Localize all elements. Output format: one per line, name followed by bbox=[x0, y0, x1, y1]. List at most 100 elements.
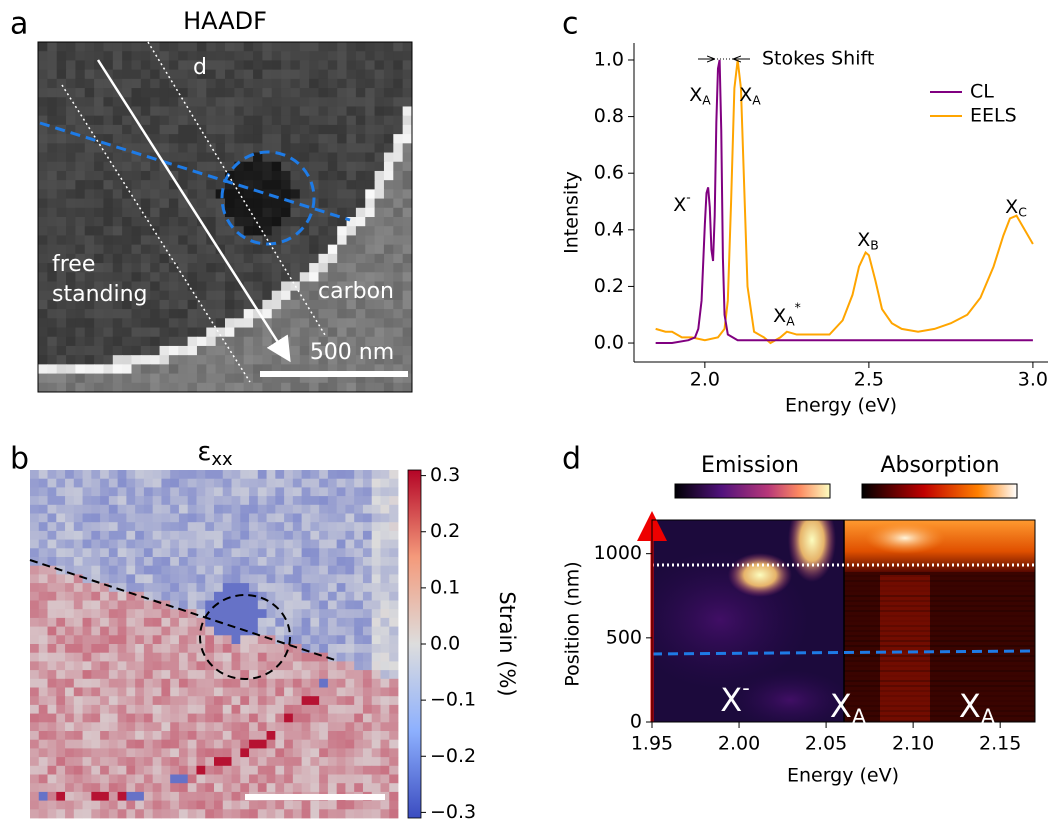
image-pixel bbox=[327, 382, 338, 392]
strain-pixel bbox=[126, 713, 136, 723]
strain-pixel bbox=[100, 800, 110, 810]
strain-pixel bbox=[240, 600, 250, 610]
image-pixel bbox=[290, 299, 301, 310]
strain-pixel bbox=[82, 791, 92, 801]
strain-pixel bbox=[196, 565, 206, 575]
image-pixel bbox=[290, 78, 301, 89]
image-pixel bbox=[393, 355, 404, 365]
image-pixel bbox=[122, 244, 132, 255]
strain-pixel bbox=[117, 678, 127, 688]
strain-pixel bbox=[135, 713, 145, 723]
image-pixel bbox=[234, 207, 245, 218]
strain-pixel bbox=[73, 748, 83, 758]
emission-peak bbox=[788, 520, 836, 582]
strain-pixel bbox=[301, 574, 311, 584]
image-pixel bbox=[225, 299, 235, 310]
strain-pixel bbox=[38, 713, 48, 723]
image-pixel bbox=[346, 299, 357, 310]
strain-pixel bbox=[284, 487, 294, 497]
strain-pixel bbox=[135, 687, 145, 697]
strain-pixel bbox=[30, 470, 40, 480]
image-pixel bbox=[290, 364, 301, 375]
strain-pixel bbox=[135, 539, 145, 549]
image-pixel bbox=[38, 180, 48, 190]
image-pixel bbox=[84, 336, 95, 347]
image-pixel bbox=[290, 170, 301, 181]
strain-pixel bbox=[196, 617, 206, 627]
strain-pixel bbox=[310, 600, 320, 610]
image-pixel bbox=[290, 244, 301, 255]
image-pixel bbox=[187, 78, 198, 89]
strain-pixel bbox=[310, 739, 320, 749]
image-pixel bbox=[103, 97, 114, 107]
strain-pixel bbox=[249, 704, 259, 714]
image-pixel bbox=[94, 355, 104, 365]
strain-pixel bbox=[214, 757, 224, 767]
image-pixel bbox=[365, 78, 376, 89]
strain-pixel bbox=[327, 522, 338, 532]
strain-pixel bbox=[336, 757, 346, 767]
image-pixel bbox=[290, 134, 301, 144]
strain-pixel bbox=[161, 800, 171, 810]
image-pixel bbox=[346, 115, 357, 126]
image-pixel bbox=[337, 115, 348, 126]
image-pixel bbox=[215, 60, 226, 71]
strain-pixel bbox=[143, 617, 154, 627]
image-pixel bbox=[187, 382, 198, 392]
image-pixel bbox=[299, 198, 310, 209]
image-pixel bbox=[402, 309, 412, 319]
image-pixel bbox=[355, 88, 366, 98]
strain-pixel bbox=[152, 678, 162, 688]
strain-pixel bbox=[47, 548, 57, 558]
strain-pixel bbox=[65, 661, 75, 671]
image-pixel bbox=[103, 207, 114, 218]
strain-pixel bbox=[126, 696, 136, 706]
strain-pixel bbox=[126, 739, 136, 749]
image-pixel bbox=[75, 115, 86, 126]
image-pixel bbox=[178, 115, 189, 126]
strain-pixel bbox=[117, 800, 127, 810]
strain-pixel bbox=[47, 583, 57, 593]
strain-pixel bbox=[354, 504, 364, 514]
image-pixel bbox=[140, 272, 151, 282]
strain-pixel bbox=[178, 783, 189, 793]
image-pixel bbox=[355, 253, 366, 264]
strain-pixel bbox=[240, 487, 250, 497]
absorption-row bbox=[844, 620, 1035, 622]
strain-pixel bbox=[336, 687, 346, 697]
strain-pixel bbox=[82, 565, 92, 575]
image-pixel bbox=[309, 42, 319, 52]
image-pixel bbox=[84, 382, 95, 392]
image-pixel bbox=[337, 152, 348, 163]
strain-pixel bbox=[91, 765, 101, 775]
image-pixel bbox=[281, 336, 291, 347]
strain-pixel bbox=[108, 591, 119, 601]
strain-pixel bbox=[161, 565, 171, 575]
strain-pixel bbox=[117, 739, 127, 749]
image-pixel bbox=[178, 152, 189, 163]
image-pixel bbox=[281, 143, 291, 154]
strain-pixel bbox=[380, 496, 390, 506]
strain-pixel bbox=[143, 687, 154, 697]
image-pixel bbox=[178, 272, 189, 282]
strain-pixel bbox=[222, 583, 232, 593]
image-pixel bbox=[150, 299, 161, 310]
image-pixel bbox=[402, 207, 412, 218]
image-pixel bbox=[47, 281, 58, 292]
strain-pixel bbox=[117, 809, 127, 819]
image-pixel bbox=[215, 309, 226, 319]
strain-pixel bbox=[292, 800, 303, 810]
image-pixel bbox=[112, 161, 123, 172]
strain-pixel bbox=[143, 470, 154, 480]
image-pixel bbox=[140, 161, 151, 172]
image-pixel bbox=[168, 235, 179, 246]
image-pixel bbox=[290, 180, 301, 190]
image-pixel bbox=[56, 382, 67, 392]
image-pixel bbox=[365, 88, 376, 98]
strain-pixel bbox=[178, 722, 189, 732]
image-pixel bbox=[168, 318, 179, 329]
image-pixel bbox=[271, 309, 282, 319]
image-pixel bbox=[206, 355, 217, 365]
image-pixel bbox=[150, 318, 161, 329]
strain-pixel bbox=[152, 565, 162, 575]
